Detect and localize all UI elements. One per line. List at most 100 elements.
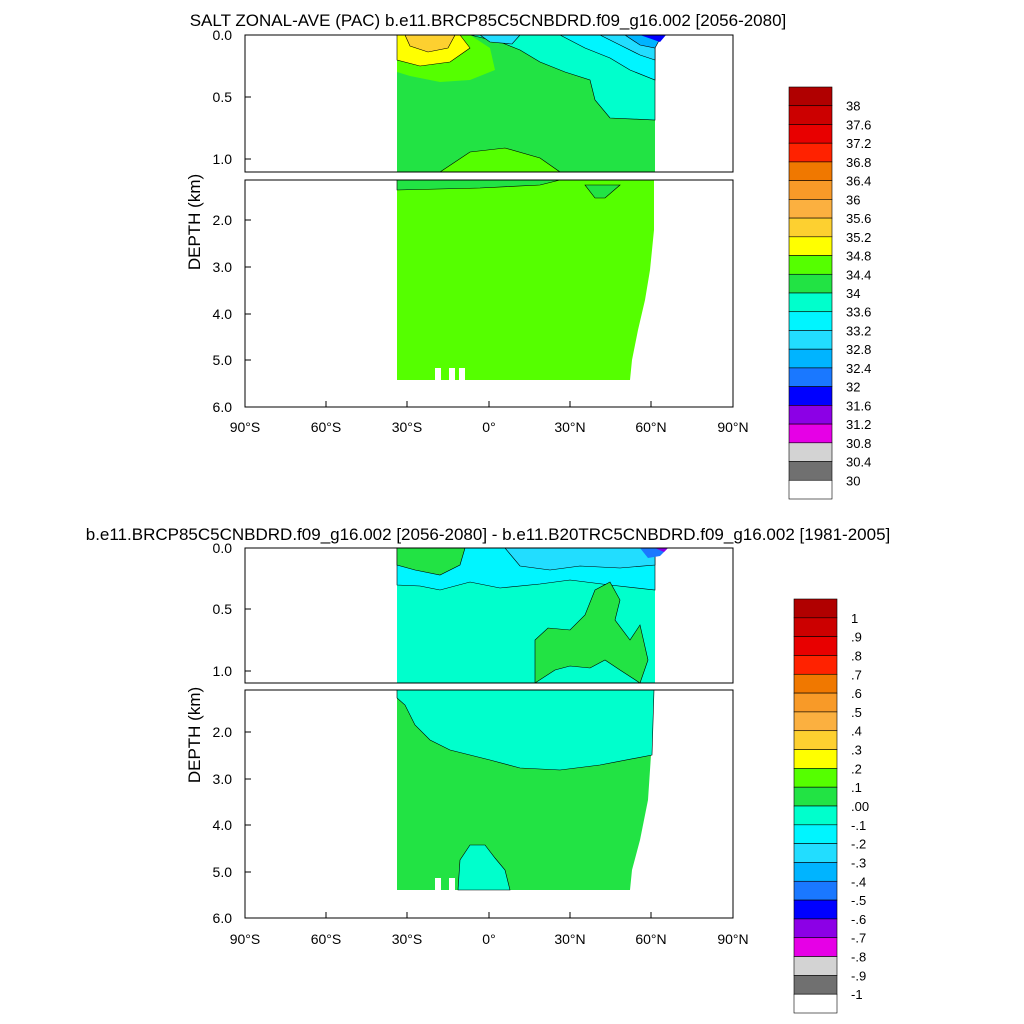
panel-1-lower-field — [396, 179, 654, 380]
colorbar-label: 32 — [846, 380, 860, 395]
panel-2-colorbar: 1 .9 .8 .7 .6 .5 .4 .3 .2 .1 .00 -.1 -.2 -.3 -.4 -.5 -.6… — [793, 598, 869, 1014]
colorbar-label: .3 — [851, 743, 862, 758]
colorbar-swatch — [788, 423, 833, 444]
colorbar-swatch — [793, 692, 838, 713]
colorbar-label: 34.4 — [846, 267, 871, 282]
colorbar-label: 37.6 — [846, 117, 871, 132]
colorbar-swatch — [788, 386, 833, 406]
colorbar-swatch — [793, 899, 838, 920]
y-tick-label: 5.0 — [213, 352, 233, 368]
x-tick-label: 60°S — [311, 931, 342, 947]
x-tick-label: 90°S — [230, 419, 261, 435]
colorbar-swatch — [793, 975, 838, 995]
panel-2-y-ticks: 0.0 0.5 1.0 2.0 3.0 4.0 5.0 6.0 — [213, 540, 251, 926]
colorbar-swatch — [788, 461, 833, 481]
x-tick-label: 30°N — [554, 419, 585, 435]
colorbar-swatch — [793, 730, 838, 750]
y-tick-label: 6.0 — [213, 910, 233, 926]
y-tick-label: 0.0 — [213, 540, 233, 556]
colorbar-label: .5 — [851, 705, 862, 720]
colorbar-label: 31.6 — [846, 398, 871, 413]
colorbar-swatch — [793, 749, 838, 769]
panel-1-y-ticks: 0.0 0.5 1.0 2.0 3.0 4.0 5.0 6.0 — [213, 27, 251, 415]
colorbar-swatch — [793, 880, 838, 901]
y-tick-label: 3.0 — [213, 771, 233, 787]
colorbar-swatch — [788, 180, 833, 200]
colorbar-label: -.5 — [851, 893, 866, 908]
y-tick-label: 4.0 — [213, 817, 233, 833]
colorbar-label: 33.2 — [846, 323, 871, 338]
colorbar-swatch — [788, 199, 833, 219]
panel-2-upper-field — [396, 547, 668, 684]
colorbar-swatch — [793, 655, 838, 675]
panel-1-x-ticks: 90°S 60°S 30°S 0° 30°N 60°N 90°N — [230, 401, 749, 435]
panel-1-upper-frame — [244, 34, 734, 173]
x-tick-label: 0° — [482, 931, 495, 947]
x-tick-label: 0° — [482, 419, 495, 435]
colorbar-label: 33.6 — [846, 305, 871, 320]
panel-1-upper-field — [396, 34, 666, 173]
panel-2-upper-frame — [244, 547, 734, 684]
colorbar-swatch — [788, 124, 833, 144]
colorbar-swatch — [793, 786, 838, 807]
colorbar-label: -1 — [851, 987, 863, 1002]
colorbar-label: 31.2 — [846, 417, 871, 432]
x-tick-label: 90°N — [717, 931, 748, 947]
colorbar-swatch — [793, 993, 838, 1014]
panel-1-title: SALT ZONAL-AVE (PAC) b.e11.BRCP85C5CNBDR… — [190, 11, 787, 30]
panel-1-ylabel: DEPTH (km) — [185, 174, 204, 270]
y-tick-label: 6.0 — [213, 399, 233, 415]
colorbar-label: 30.8 — [846, 436, 871, 451]
colorbar-swatch — [788, 255, 833, 275]
colorbar-label: .6 — [851, 686, 862, 701]
colorbar-swatch — [788, 161, 833, 181]
colorbar-swatch — [793, 768, 838, 788]
colorbar-label: 35.2 — [846, 230, 871, 245]
colorbar-swatch — [788, 86, 833, 107]
colorbar-label: 36.4 — [846, 174, 871, 189]
panel-2: b.e11.BRCP85C5CNBDRD.f09_g16.002 [2056-2… — [86, 525, 891, 1014]
colorbar-swatch — [788, 442, 833, 462]
colorbar-label: 34.8 — [846, 249, 871, 264]
colorbar-label: 1 — [851, 611, 858, 626]
colorbar-label: -.9 — [851, 968, 866, 983]
colorbar-label: -.3 — [851, 855, 866, 870]
panel-2-title: b.e11.BRCP85C5CNBDRD.f09_g16.002 [2056-2… — [86, 525, 891, 544]
colorbar-swatch — [793, 937, 838, 957]
colorbar-label: 32.4 — [846, 361, 871, 376]
colorbar-label: .7 — [851, 667, 862, 682]
colorbar-label: 36.8 — [846, 155, 871, 170]
x-tick-label: 30°S — [392, 931, 423, 947]
colorbar-label: .9 — [851, 630, 862, 645]
y-tick-label: 4.0 — [213, 306, 233, 322]
x-tick-label: 60°N — [635, 419, 666, 435]
colorbar-label: 30.4 — [846, 455, 871, 470]
colorbar-label: 30 — [846, 473, 860, 488]
y-tick-label: 0.5 — [213, 89, 233, 105]
colorbar-swatch — [788, 217, 833, 238]
colorbar-label: .00 — [851, 799, 869, 814]
colorbar-swatch — [793, 673, 838, 694]
colorbar-swatch — [793, 843, 838, 863]
colorbar-swatch — [793, 918, 838, 939]
colorbar-swatch — [793, 636, 838, 656]
colorbar-label: .2 — [851, 761, 862, 776]
colorbar-label: 36 — [846, 192, 860, 207]
colorbar-swatch — [788, 311, 833, 331]
colorbar-swatch — [788, 479, 833, 500]
colorbar-label: -.2 — [851, 837, 866, 852]
colorbar-swatch — [788, 405, 833, 425]
x-tick-label: 30°S — [392, 419, 423, 435]
colorbar-label: 32.8 — [846, 342, 871, 357]
colorbar-swatch — [793, 598, 838, 619]
colorbar-swatch — [793, 711, 838, 732]
panel-2-ylabel: DEPTH (km) — [185, 687, 204, 783]
colorbar-swatch — [788, 348, 833, 369]
colorbar-label: 38 — [846, 99, 860, 114]
panel-2-lower-field — [396, 689, 655, 891]
panel-1-colorbar: 38 37.6 37.2 36.8 36.4 36 35.6 35.2 34.8 34.4 34 33… — [788, 86, 871, 500]
panel-2-x-ticks: 90°S 60°S 30°S 0° 30°N 60°N 90°N — [230, 912, 749, 947]
colorbar-label: 37.2 — [846, 136, 871, 151]
y-tick-label: 0.5 — [213, 601, 233, 617]
